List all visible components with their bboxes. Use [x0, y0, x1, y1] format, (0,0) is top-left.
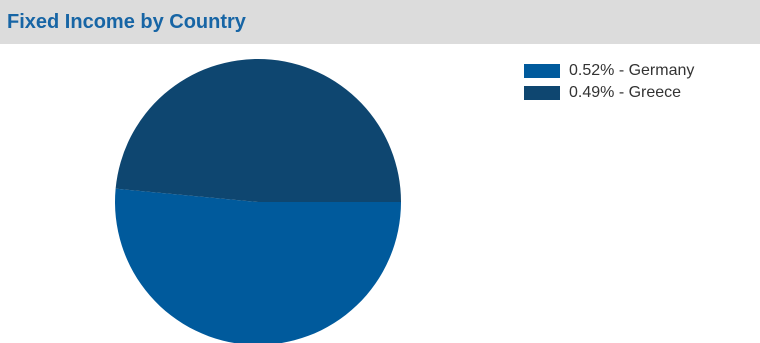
legend-item-greece: 0.49% - Greece: [524, 82, 694, 104]
chart-header: Fixed Income by Country: [0, 0, 760, 44]
legend-swatch: [524, 64, 560, 78]
legend-item-germany: 0.52% - Germany: [524, 60, 694, 82]
legend-label: 0.49% - Greece: [569, 84, 682, 101]
pie-slice-greece[interactable]: [115, 58, 402, 203]
legend-label: 0.52% - Germany: [569, 62, 695, 79]
chart-legend: 0.52% - Germany 0.49% - Greece: [524, 60, 694, 104]
chart-title: Fixed Income by Country: [7, 11, 246, 33]
pie-slice-germany[interactable]: [115, 188, 401, 343]
legend-swatch: [524, 86, 560, 100]
